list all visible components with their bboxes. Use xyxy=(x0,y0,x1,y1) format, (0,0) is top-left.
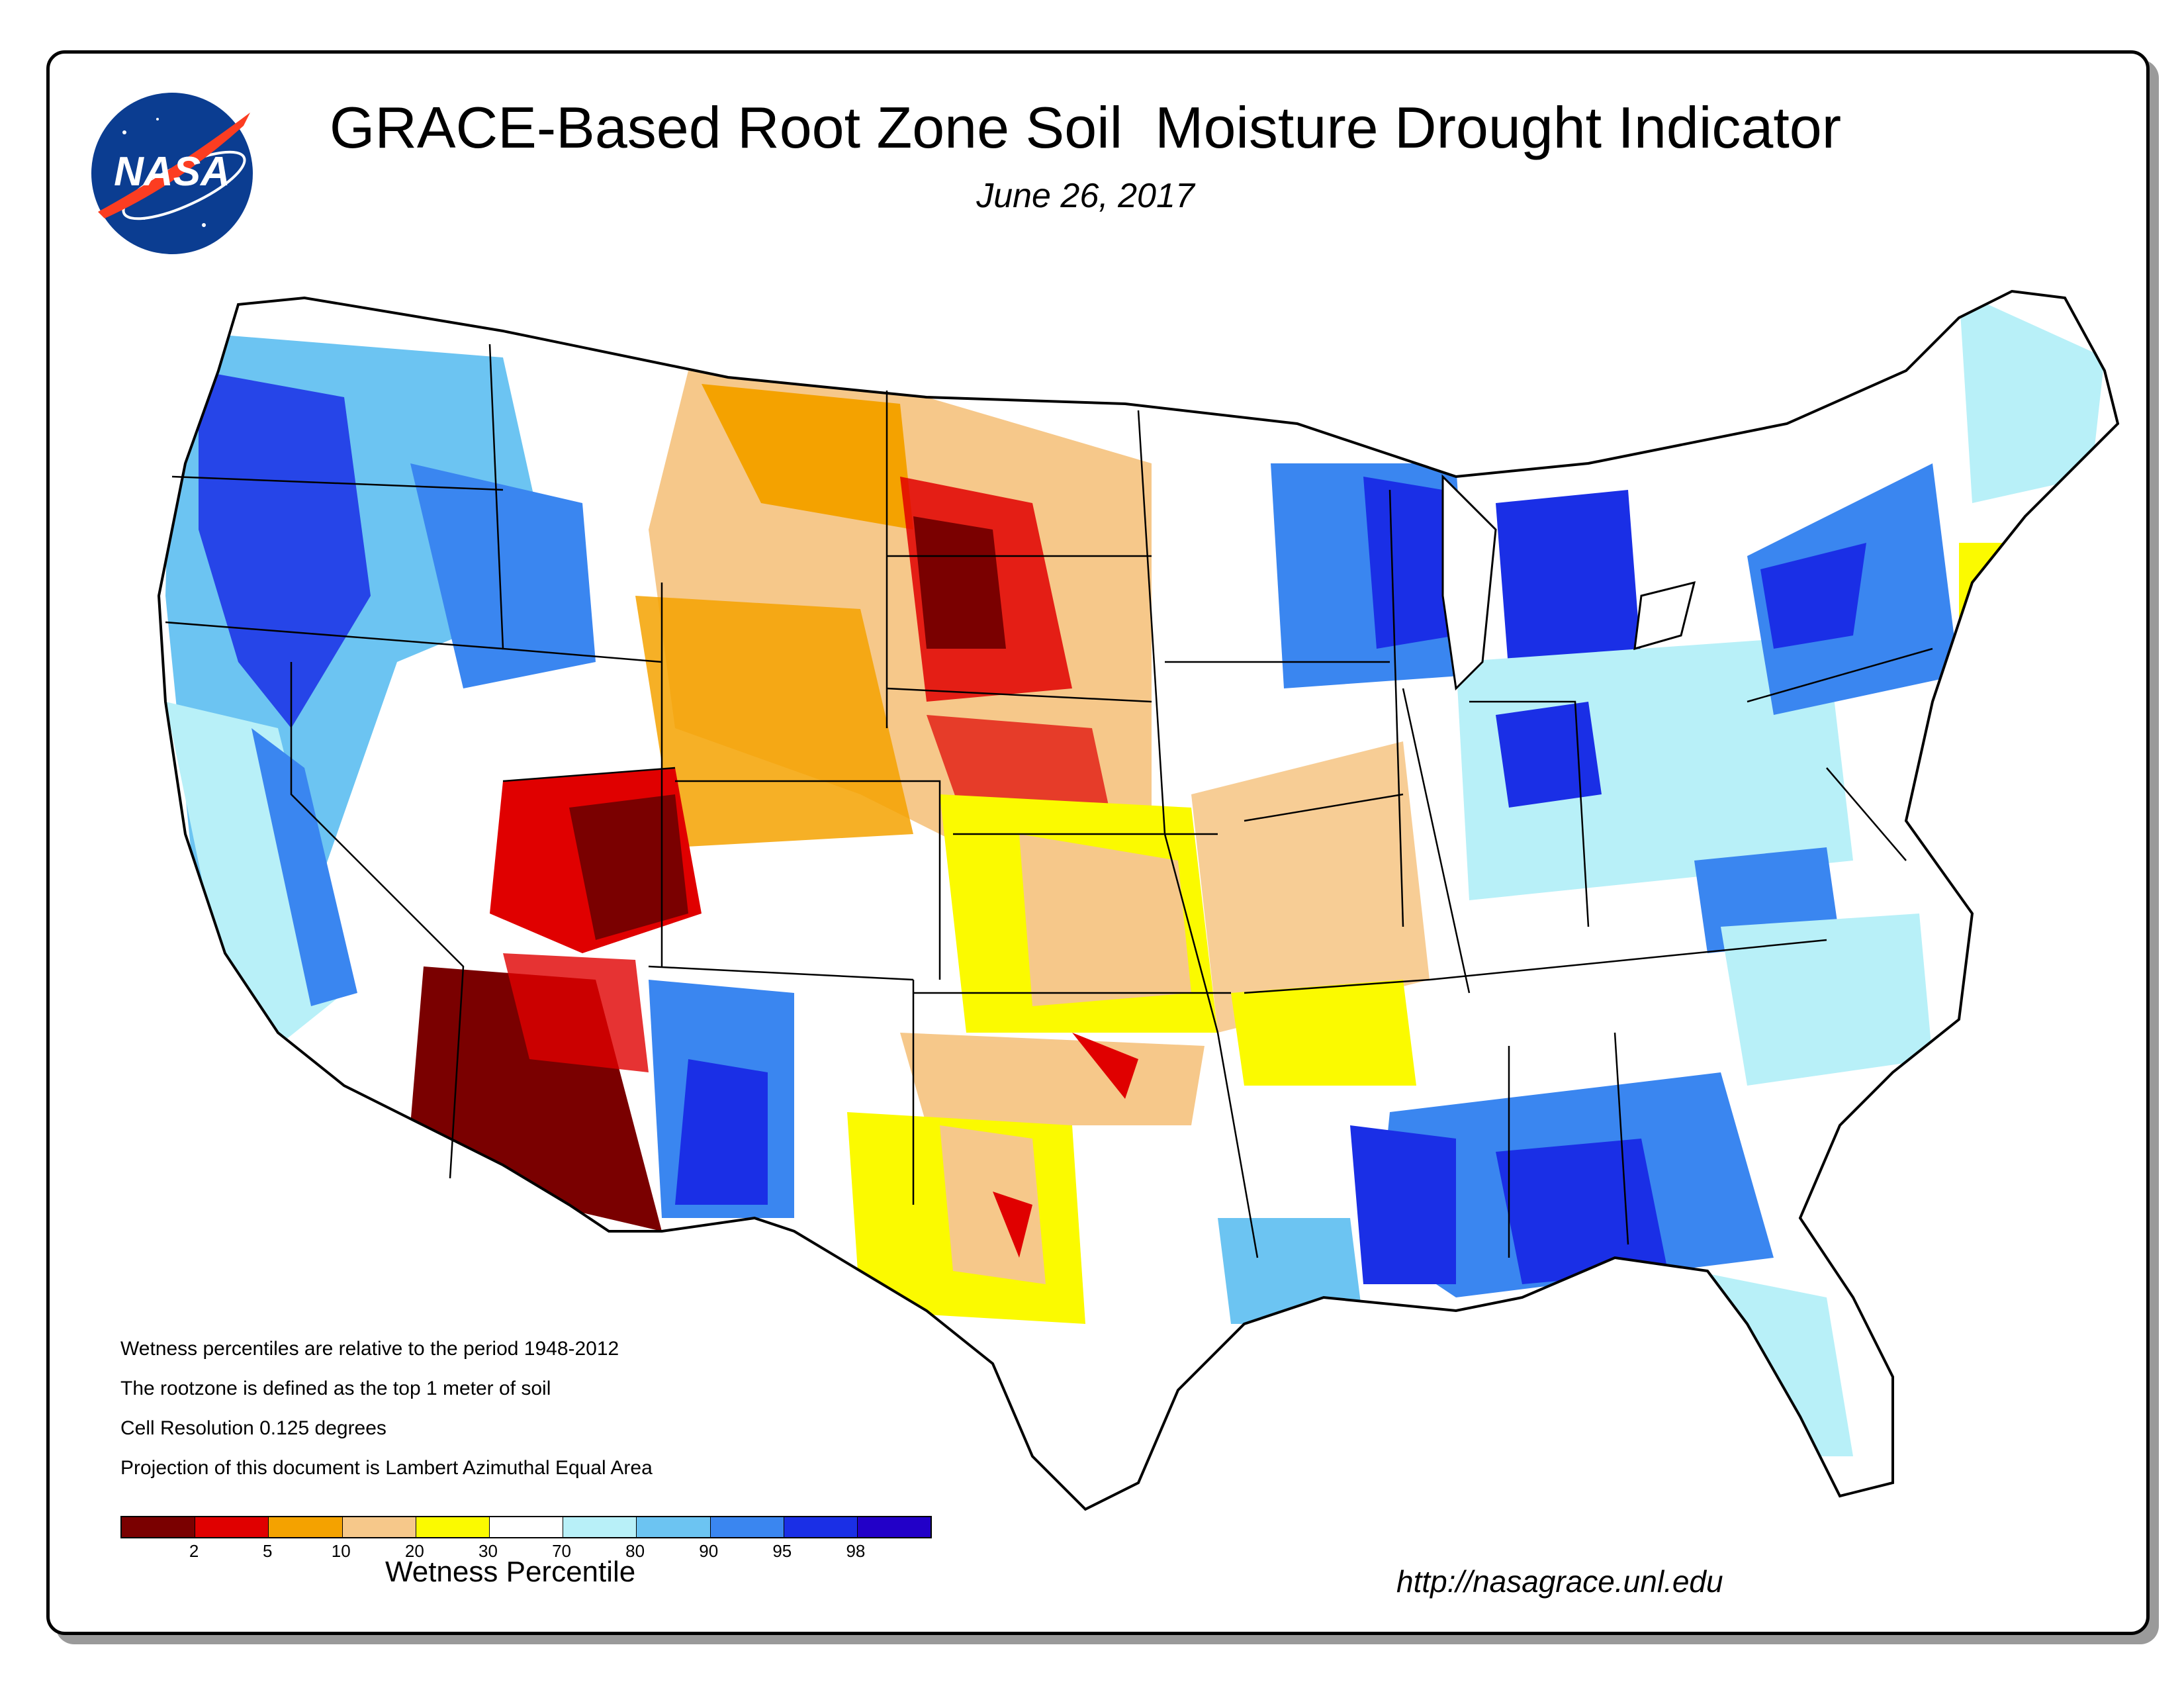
legend-tick-label: 10 xyxy=(331,1541,351,1561)
legend-tick-label: 70 xyxy=(552,1541,571,1561)
legend-tick-label: 95 xyxy=(772,1541,792,1561)
legend-swatch xyxy=(342,1517,416,1537)
legend-swatch xyxy=(195,1517,269,1537)
nasa-logo: NASA xyxy=(91,93,253,254)
state-boundaries xyxy=(165,344,1933,1258)
map-notes: Wetness percentiles are relative to the … xyxy=(120,1329,653,1488)
legend-swatch xyxy=(489,1517,564,1537)
legend-tick-label: 5 xyxy=(262,1541,273,1561)
legend-swatch xyxy=(857,1517,931,1537)
note-projection: Projection of this document is Lambert A… xyxy=(120,1457,653,1479)
source-url[interactable]: http://nasagrace.unl.edu xyxy=(1396,1564,1723,1599)
note-rootzone-definition: The rootzone is defined as the top 1 met… xyxy=(120,1378,551,1399)
legend-tick-label: 80 xyxy=(625,1541,645,1561)
legend-tick-label: 2 xyxy=(189,1541,199,1561)
legend-tick-label: 90 xyxy=(699,1541,719,1561)
legend-swatch xyxy=(710,1517,784,1537)
map-date: June 26, 2017 xyxy=(976,177,1195,215)
legend-title: Wetness Percentile xyxy=(385,1556,636,1588)
wetness-legend: 2 5 10 20 30 70 80 90 95 98 Wetness Percentile xyxy=(120,1516,932,1588)
wetness-fill xyxy=(159,291,2118,1509)
legend-swatch xyxy=(563,1517,637,1537)
map-title: GRACE-Based Root Zone Soil Moisture Drou… xyxy=(329,95,1842,160)
legend-swatch xyxy=(269,1517,343,1537)
legend-tick-label: 20 xyxy=(404,1541,424,1561)
legend-swatch xyxy=(122,1517,196,1537)
legend-swatch xyxy=(784,1517,858,1537)
legend-tick-label: 30 xyxy=(478,1541,498,1561)
lake-huron xyxy=(1633,581,1696,651)
lake-michigan xyxy=(1441,474,1497,691)
note-cell-resolution: Cell Resolution 0.125 degrees xyxy=(120,1417,387,1439)
note-reference-period: Wetness percentiles are relative to the … xyxy=(120,1338,619,1360)
legend-swatch xyxy=(637,1517,711,1537)
svg-text:NASA: NASA xyxy=(114,149,230,195)
legend-swatch xyxy=(416,1517,490,1537)
legend-tick-label: 98 xyxy=(846,1541,866,1561)
legend-color-bar xyxy=(120,1516,932,1538)
legend-ticks: 2 5 10 20 30 70 80 90 95 98 xyxy=(120,1538,929,1565)
